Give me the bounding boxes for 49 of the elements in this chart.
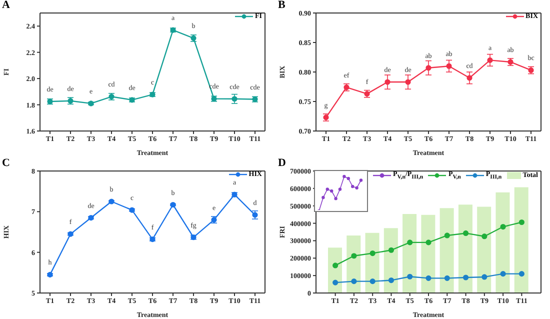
point bbox=[482, 234, 488, 240]
point bbox=[446, 63, 452, 69]
point bbox=[384, 79, 390, 85]
bar bbox=[328, 248, 342, 293]
point bbox=[252, 212, 258, 218]
point bbox=[232, 96, 238, 102]
point bbox=[518, 271, 524, 277]
bar bbox=[514, 187, 528, 293]
bar bbox=[496, 192, 510, 293]
bar bbox=[477, 206, 492, 293]
bar bbox=[365, 232, 380, 293]
point bbox=[444, 275, 450, 281]
point bbox=[466, 75, 472, 81]
chart-title: A bbox=[2, 0, 10, 11]
point bbox=[518, 219, 524, 226]
point bbox=[332, 262, 338, 268]
point bbox=[426, 240, 432, 246]
chart-title: B bbox=[278, 0, 286, 11]
point bbox=[500, 271, 506, 277]
chart-title: D bbox=[278, 157, 286, 169]
point bbox=[407, 240, 413, 246]
point bbox=[351, 278, 357, 284]
point bbox=[170, 202, 176, 208]
point bbox=[388, 247, 394, 253]
bar bbox=[440, 208, 454, 293]
chart-title: C bbox=[2, 157, 10, 169]
point bbox=[370, 278, 376, 284]
point bbox=[405, 79, 411, 85]
point bbox=[482, 274, 488, 280]
point bbox=[426, 275, 432, 281]
point bbox=[332, 280, 338, 286]
bar bbox=[421, 214, 436, 293]
bar bbox=[458, 204, 472, 293]
bar bbox=[384, 228, 398, 293]
point bbox=[370, 250, 376, 256]
point bbox=[388, 277, 394, 284]
point bbox=[88, 214, 94, 221]
point bbox=[500, 224, 506, 230]
point bbox=[426, 65, 432, 71]
point bbox=[47, 272, 53, 278]
bar bbox=[402, 214, 417, 293]
point bbox=[462, 230, 469, 236]
point bbox=[462, 274, 469, 280]
point bbox=[108, 198, 114, 204]
point bbox=[351, 253, 357, 259]
point bbox=[444, 232, 450, 238]
point bbox=[487, 57, 493, 63]
bar bbox=[346, 235, 361, 293]
point bbox=[407, 274, 413, 280]
